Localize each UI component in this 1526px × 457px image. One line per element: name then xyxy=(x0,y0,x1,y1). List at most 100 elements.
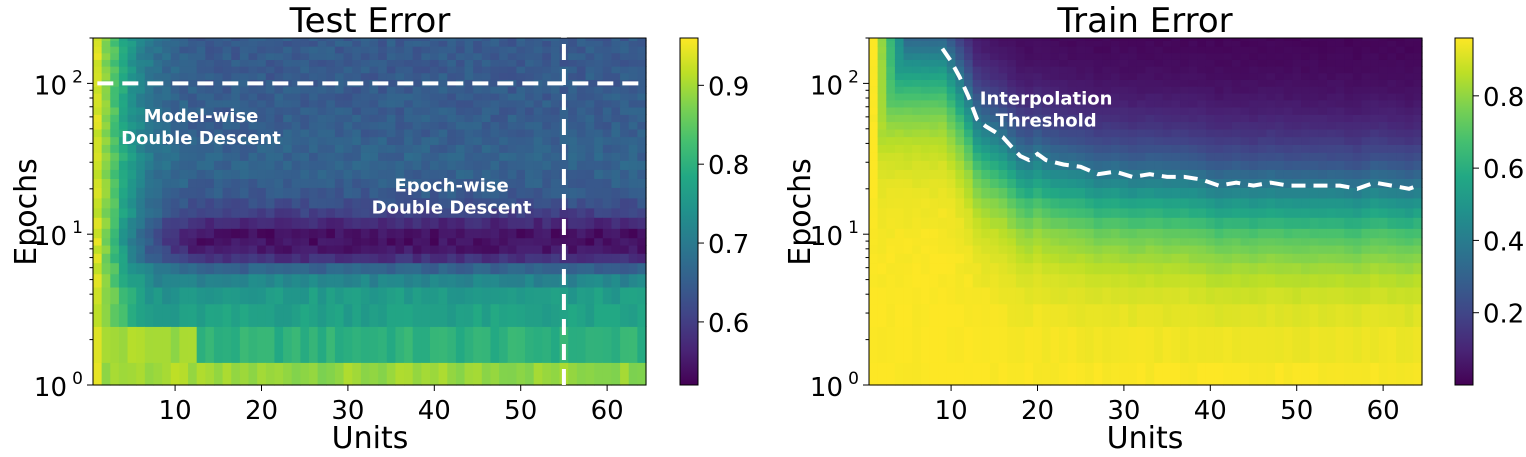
heatmap-cell xyxy=(257,106,267,115)
heatmap-cell xyxy=(637,128,647,138)
heatmap-cell xyxy=(317,362,327,386)
heatmap-cell xyxy=(1361,79,1371,87)
heatmap-cell xyxy=(213,86,224,94)
heatmap-cell xyxy=(507,217,517,229)
heatmap-cell xyxy=(481,244,492,254)
heatmap-cell xyxy=(507,52,517,60)
heatmap-cell xyxy=(1309,66,1319,74)
heatmap-cell xyxy=(1050,121,1060,130)
heatmap-cell xyxy=(1240,86,1250,94)
heatmap-cell xyxy=(1128,40,1138,47)
heatmap-cell xyxy=(1093,362,1103,386)
heatmap-cell xyxy=(1171,86,1181,94)
heatmap-cell xyxy=(404,106,414,115)
heatmap-cell xyxy=(239,197,250,209)
heatmap-cell xyxy=(378,38,388,41)
heatmap-cell xyxy=(1007,92,1017,101)
heatmap-cell xyxy=(317,237,327,246)
heatmap-cell xyxy=(1188,59,1198,67)
heatmap-cell xyxy=(110,92,120,101)
heatmap-cell xyxy=(989,152,1000,161)
heatmap-cell xyxy=(265,144,276,153)
heatmap-cell xyxy=(1033,144,1043,153)
y-tick-label: 10 xyxy=(810,373,843,403)
heatmap-cell xyxy=(309,178,319,188)
heatmap-cell xyxy=(938,253,948,264)
heatmap-cell xyxy=(1188,79,1198,87)
heatmap-cell xyxy=(594,86,604,94)
heatmap-cell xyxy=(334,92,345,101)
heatmap-cell xyxy=(1370,197,1380,209)
heatmap-cell xyxy=(464,52,474,60)
heatmap-cell xyxy=(265,92,276,101)
heatmap-cell xyxy=(118,303,129,327)
heatmap-cell xyxy=(395,217,405,229)
heatmap-cell xyxy=(1076,362,1086,386)
heatmap-cell xyxy=(920,253,931,264)
heatmap-cell xyxy=(989,362,1000,386)
heatmap-cell xyxy=(1119,326,1129,363)
heatmap-cell xyxy=(542,187,552,199)
heatmap-cell xyxy=(585,178,595,188)
heatmap-cell xyxy=(920,92,931,101)
heatmap-cell xyxy=(542,178,552,188)
heatmap-cell xyxy=(162,286,172,305)
heatmap-cell xyxy=(1188,326,1198,363)
heatmap-cell xyxy=(620,121,630,130)
heatmap-cell xyxy=(1413,99,1423,108)
heatmap-cell xyxy=(291,207,301,218)
heatmap-cell xyxy=(903,121,913,130)
heatmap-cell xyxy=(1231,52,1242,60)
heatmap-cell xyxy=(179,152,189,161)
heatmap-cell xyxy=(981,237,991,246)
heatmap-cell xyxy=(360,52,371,60)
y-tick-label: 10 xyxy=(34,222,67,252)
heatmap-cell xyxy=(1387,187,1397,199)
heatmap-cell xyxy=(1326,59,1337,67)
heatmap-cell xyxy=(1387,262,1397,275)
heatmap-cell xyxy=(213,237,224,246)
heatmap-cell xyxy=(964,217,974,229)
heatmap-cell xyxy=(1326,136,1337,145)
heatmap-cell xyxy=(309,72,319,80)
heatmap-cell xyxy=(1361,66,1371,74)
heatmap-cell xyxy=(525,38,535,41)
heatmap-cell xyxy=(455,244,466,254)
heatmap-cell xyxy=(602,128,613,138)
heatmap-cells xyxy=(93,38,647,386)
heatmap-cell xyxy=(118,66,129,74)
heatmap-cell xyxy=(1413,86,1423,94)
heatmap-cell xyxy=(929,326,939,363)
heatmap-cell xyxy=(490,262,500,275)
heatmap-cell xyxy=(1205,66,1216,74)
heatmap-cell xyxy=(576,244,587,254)
heatmap-cell xyxy=(1326,262,1337,275)
heatmap-cell xyxy=(265,79,276,87)
heatmap-cell xyxy=(473,362,483,386)
heatmap-cell xyxy=(153,303,163,327)
heatmap-cell xyxy=(438,72,448,80)
heatmap-cell xyxy=(352,144,362,153)
heatmap-cell xyxy=(118,52,129,60)
heatmap-cell xyxy=(1015,217,1026,229)
heatmap-cell xyxy=(1110,72,1121,80)
heatmap-cell xyxy=(179,59,189,67)
heatmap-cell xyxy=(1024,114,1034,123)
heatmap-cell xyxy=(894,46,905,54)
heatmap-cell xyxy=(248,59,258,67)
heatmap-cell xyxy=(274,187,284,199)
heatmap-cell xyxy=(1033,197,1043,209)
heatmap-cell xyxy=(326,99,336,108)
heatmap-cell xyxy=(205,326,215,363)
heatmap-cell xyxy=(136,86,146,94)
heatmap-cell xyxy=(877,86,887,94)
heatmap-cell xyxy=(955,128,965,138)
heatmap-cell xyxy=(1301,197,1311,209)
heatmap-cell xyxy=(257,59,267,67)
heatmap-cell xyxy=(998,136,1008,145)
heatmap-cell xyxy=(894,99,905,108)
heatmap-cell xyxy=(144,114,155,123)
heatmap-cell xyxy=(955,217,965,229)
heatmap-cell xyxy=(464,160,474,170)
heatmap-cell xyxy=(188,46,198,54)
